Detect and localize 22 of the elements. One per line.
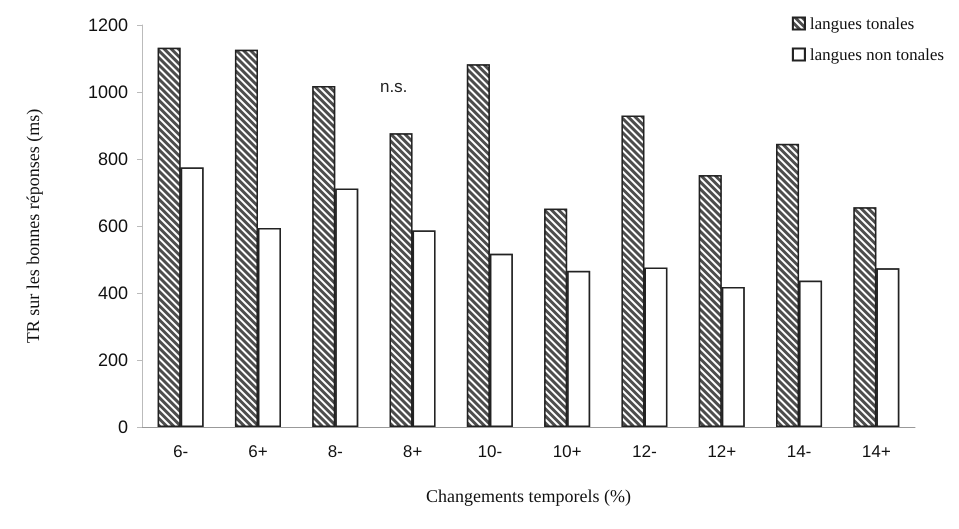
legend-label: langues non tonales: [810, 45, 944, 64]
y-tick-label: 800: [98, 149, 128, 169]
x-tick-label: 8-: [328, 442, 343, 461]
x-tick-label: 14-: [786, 442, 812, 461]
y-tick-label: 400: [98, 283, 128, 303]
x-tick-label: 12-: [632, 442, 657, 461]
x-tick-label: 10+: [552, 442, 582, 461]
x-axis-title: Changements temporels (%): [426, 486, 631, 506]
x-tick-label: 6+: [248, 442, 268, 461]
y-tick-label: 600: [98, 216, 128, 236]
x-tick-label: 14+: [862, 442, 891, 461]
y-axis-title: TR sur les bonnes réponses (ms): [23, 108, 43, 344]
x-tick-label: 6-: [173, 442, 188, 461]
legend-label: langues tonales: [810, 14, 914, 33]
y-tick-label: 200: [98, 350, 128, 370]
y-tick-label: 1200: [88, 15, 128, 35]
x-tick-label: 10-: [478, 442, 502, 461]
annotation: n.s.: [380, 77, 408, 96]
y-tick-label: 0: [118, 417, 128, 437]
x-tick-label: 12+: [707, 442, 736, 461]
y-tick-label: 1000: [88, 82, 128, 102]
x-tick-label: 8+: [402, 442, 422, 461]
